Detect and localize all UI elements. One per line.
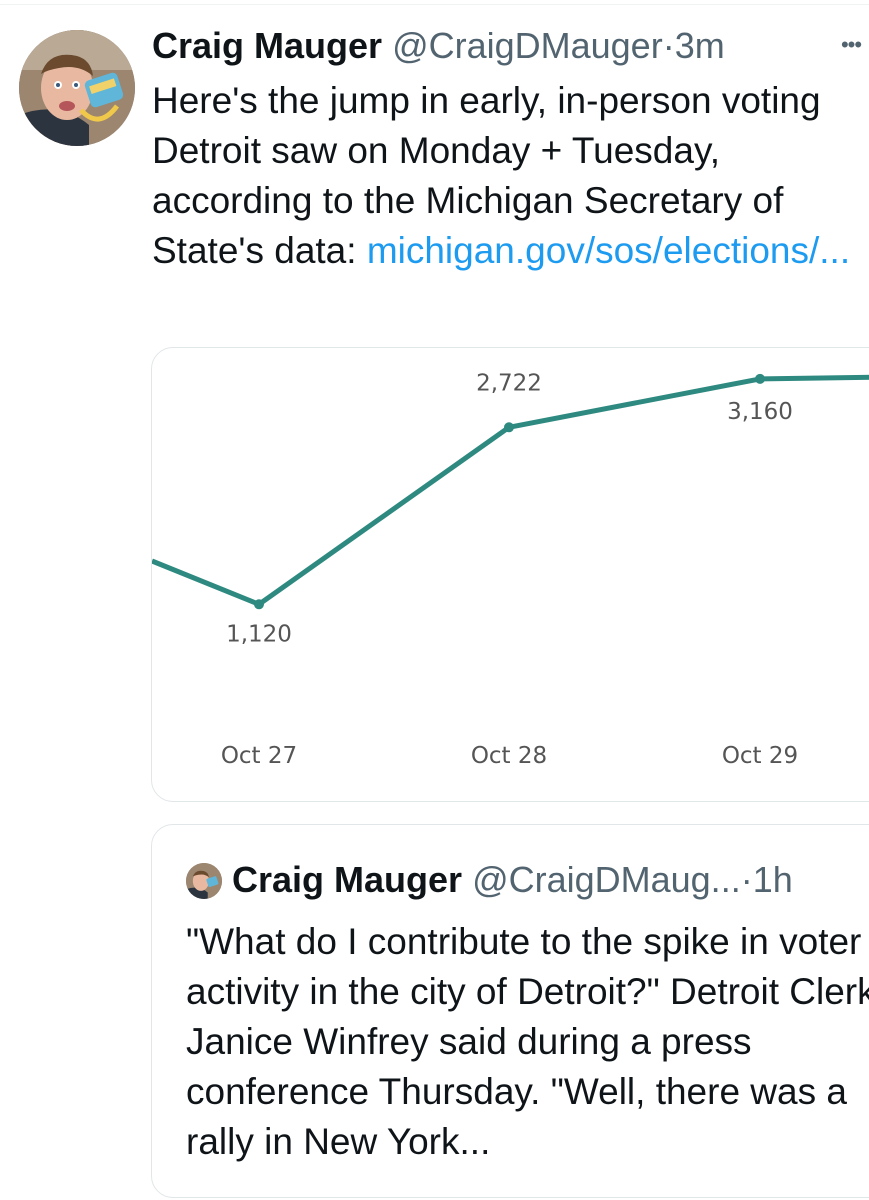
more-horizontal-icon[interactable]: ••• xyxy=(840,32,862,57)
quoted-author-handle[interactable]: @CraigDMaug... xyxy=(472,859,741,900)
data-label: 1,120 xyxy=(226,621,292,647)
data-point xyxy=(254,599,264,610)
quoted-separator-dot: · xyxy=(740,859,753,900)
author-name[interactable]: Craig Mauger xyxy=(152,25,383,66)
author-avatar[interactable] xyxy=(19,30,135,146)
x-tick-label: Oct 29 xyxy=(722,743,798,769)
quoted-author-name[interactable]: Craig Mauger xyxy=(232,859,463,900)
chart-media-card[interactable]: 1,120 Oct 27 2,722 Oct 28 3,160 Oct 29 xyxy=(151,347,869,802)
quoted-author-avatar[interactable] xyxy=(186,863,222,899)
quoted-tweet-header: Craig Mauger @CraigDMaug...·1h xyxy=(232,856,793,904)
tweet-text: Here's the jump in early, in-person voti… xyxy=(152,76,869,276)
quoted-tweet-text: "What do I contribute to the spike in vo… xyxy=(186,921,869,1162)
data-label: 2,722 xyxy=(476,370,542,396)
quoted-tweet-card[interactable]: Craig Mauger @CraigDMaug...·1h "What do … xyxy=(151,824,869,1198)
data-label: 3,160 xyxy=(727,399,793,425)
author-handle[interactable]: @CraigDMauger xyxy=(392,25,663,66)
line-chart: 1,120 Oct 27 2,722 Oct 28 3,160 Oct 29 xyxy=(152,370,869,769)
x-tick-label: Oct 28 xyxy=(471,743,547,769)
quoted-tweet-time[interactable]: 1h xyxy=(752,859,793,900)
tweet-link[interactable]: michigan.gov/sos/elections/... xyxy=(366,230,851,271)
data-point xyxy=(755,373,765,384)
top-divider xyxy=(0,4,869,5)
tweet-header: Craig Mauger @CraigDMauger·3m xyxy=(152,22,852,70)
avatar-photo xyxy=(19,30,135,146)
quoted-avatar-photo xyxy=(186,863,222,899)
tweet-time[interactable]: 3m xyxy=(674,25,725,66)
data-point xyxy=(504,422,514,433)
separator-dot: · xyxy=(662,25,675,66)
tweet-body: Here's the jump in early, in-person voti… xyxy=(152,80,821,271)
x-tick-label: Oct 27 xyxy=(221,743,297,769)
